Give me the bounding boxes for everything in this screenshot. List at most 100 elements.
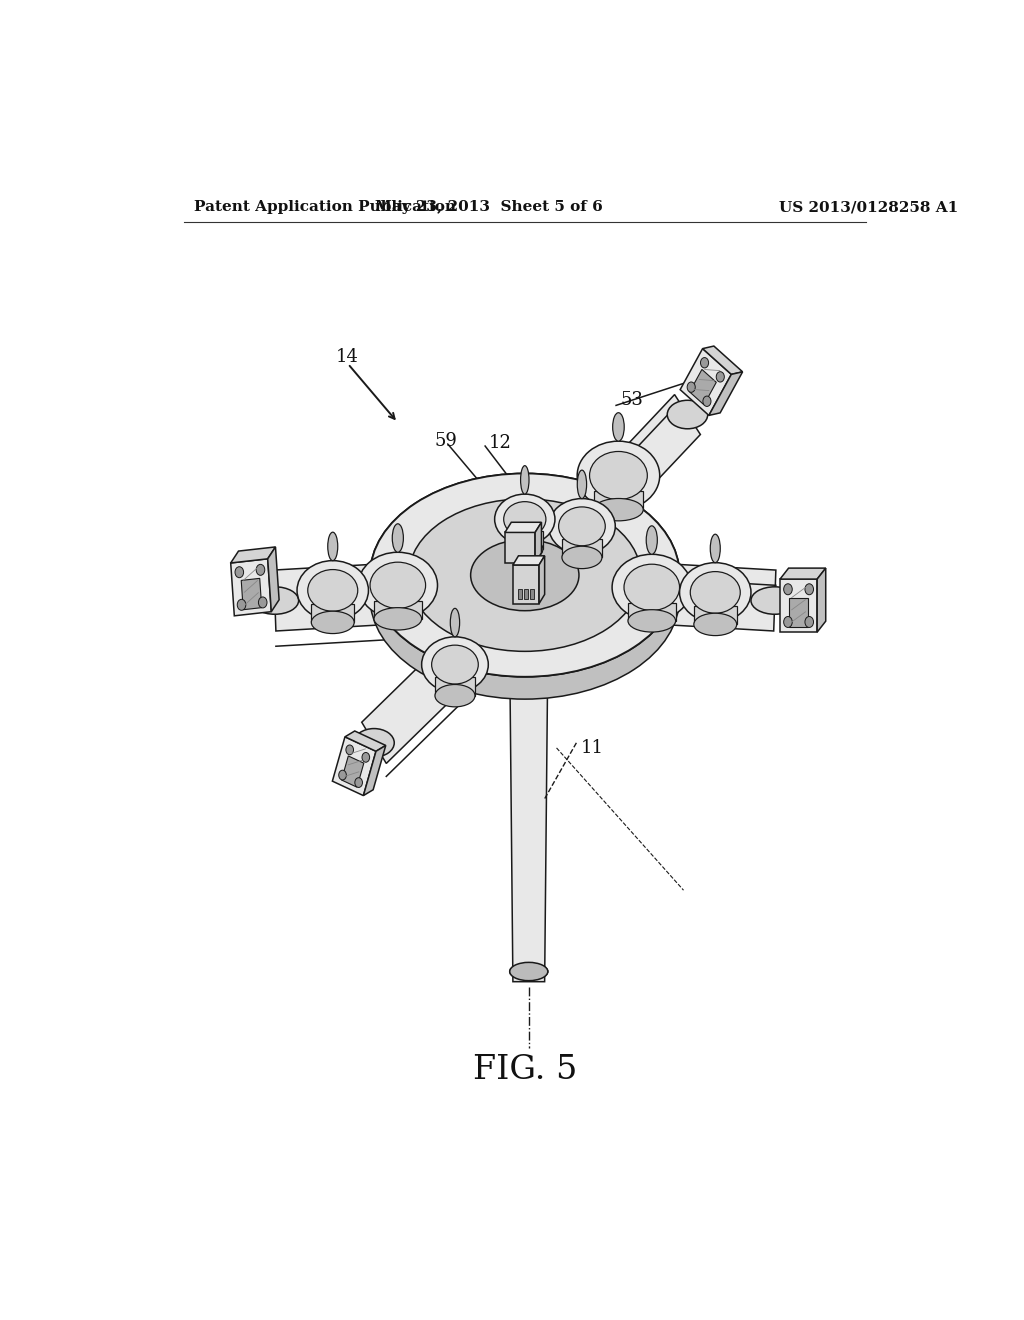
Ellipse shape [510, 962, 548, 981]
Polygon shape [562, 539, 602, 557]
Polygon shape [364, 746, 386, 796]
Ellipse shape [362, 752, 370, 762]
Polygon shape [361, 618, 494, 763]
Ellipse shape [562, 546, 602, 569]
Ellipse shape [374, 607, 422, 630]
Ellipse shape [549, 499, 615, 554]
Ellipse shape [251, 587, 299, 614]
Ellipse shape [694, 614, 736, 636]
Polygon shape [689, 370, 717, 405]
Polygon shape [230, 546, 275, 562]
Text: FIG. 5: FIG. 5 [473, 1055, 577, 1086]
Ellipse shape [646, 525, 657, 554]
Polygon shape [817, 568, 825, 632]
Polygon shape [435, 677, 475, 696]
Ellipse shape [628, 610, 676, 632]
Polygon shape [594, 491, 643, 510]
Text: 53: 53 [620, 391, 643, 409]
Ellipse shape [353, 729, 394, 758]
Ellipse shape [308, 569, 357, 611]
Ellipse shape [783, 616, 793, 627]
Polygon shape [507, 531, 543, 549]
Polygon shape [536, 523, 542, 562]
Ellipse shape [432, 645, 478, 684]
Polygon shape [790, 598, 808, 627]
Text: US 2013/0128258 A1: US 2013/0128258 A1 [778, 201, 958, 214]
Ellipse shape [510, 964, 548, 979]
Polygon shape [780, 579, 817, 632]
Polygon shape [242, 578, 262, 610]
Ellipse shape [751, 587, 799, 614]
Ellipse shape [311, 611, 354, 634]
Ellipse shape [451, 609, 460, 636]
Ellipse shape [594, 499, 643, 521]
Ellipse shape [556, 519, 597, 546]
Ellipse shape [339, 770, 346, 780]
Ellipse shape [578, 470, 587, 499]
Ellipse shape [328, 532, 338, 561]
Polygon shape [513, 565, 539, 603]
Polygon shape [510, 656, 548, 982]
Ellipse shape [498, 610, 560, 643]
Polygon shape [599, 560, 776, 631]
Ellipse shape [370, 496, 680, 700]
Ellipse shape [370, 474, 680, 677]
Ellipse shape [690, 572, 740, 614]
Polygon shape [530, 589, 535, 598]
Text: 11: 11 [581, 739, 603, 756]
Polygon shape [505, 523, 542, 532]
Ellipse shape [392, 524, 403, 552]
Ellipse shape [370, 474, 680, 677]
Ellipse shape [711, 535, 720, 562]
Ellipse shape [471, 540, 579, 611]
Ellipse shape [612, 554, 691, 620]
Text: 14: 14 [336, 347, 358, 366]
Ellipse shape [783, 583, 793, 595]
Ellipse shape [507, 539, 543, 560]
Polygon shape [374, 601, 422, 619]
Ellipse shape [805, 583, 813, 595]
Ellipse shape [612, 413, 625, 441]
Ellipse shape [355, 777, 362, 788]
Ellipse shape [236, 566, 244, 578]
Text: Patent Application Publication: Patent Application Publication [194, 201, 456, 214]
Polygon shape [702, 346, 742, 375]
Ellipse shape [471, 540, 579, 611]
Ellipse shape [409, 499, 641, 651]
Polygon shape [780, 568, 825, 579]
Ellipse shape [687, 381, 695, 392]
Polygon shape [345, 731, 386, 751]
Polygon shape [341, 756, 364, 787]
Ellipse shape [578, 441, 659, 510]
Ellipse shape [426, 577, 473, 605]
Ellipse shape [435, 685, 475, 706]
Polygon shape [333, 737, 376, 796]
Ellipse shape [509, 647, 549, 665]
Ellipse shape [577, 577, 624, 605]
Polygon shape [505, 532, 536, 562]
Text: 12: 12 [489, 434, 512, 451]
Polygon shape [230, 558, 271, 616]
Polygon shape [518, 589, 521, 598]
Ellipse shape [346, 744, 353, 755]
Polygon shape [498, 626, 560, 651]
Ellipse shape [559, 507, 605, 545]
Ellipse shape [590, 451, 647, 499]
Ellipse shape [504, 502, 546, 537]
Ellipse shape [422, 636, 488, 692]
Text: May 23, 2013  Sheet 5 of 6: May 23, 2013 Sheet 5 of 6 [375, 201, 603, 214]
Ellipse shape [297, 561, 369, 620]
Polygon shape [680, 348, 731, 416]
Ellipse shape [495, 494, 555, 544]
Polygon shape [563, 395, 700, 552]
Text: 59: 59 [434, 432, 457, 450]
Ellipse shape [668, 400, 708, 429]
Ellipse shape [716, 372, 724, 381]
Polygon shape [513, 556, 545, 565]
Ellipse shape [256, 565, 265, 576]
Ellipse shape [358, 552, 437, 618]
Polygon shape [267, 546, 280, 611]
Ellipse shape [805, 616, 813, 627]
Polygon shape [539, 556, 545, 603]
Ellipse shape [258, 597, 267, 609]
